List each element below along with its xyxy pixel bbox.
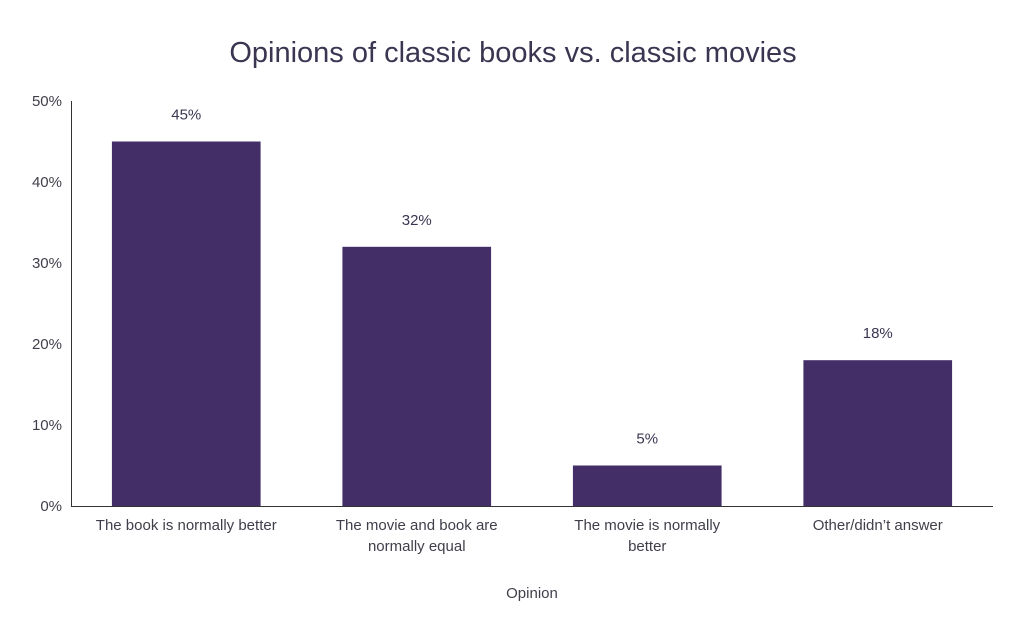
x-tick-label: The book is normally better	[96, 517, 277, 534]
y-tick-label: 40%	[32, 174, 62, 191]
y-tick-label: 30%	[32, 255, 62, 272]
x-tick-label: The movie and book are normally equal	[336, 517, 498, 555]
y-axis: 0% 10% 20% 30% 40% 50%	[32, 93, 72, 515]
x-axis-title: Opinion	[506, 585, 558, 602]
x-tick-label: The movie is normally better	[574, 517, 720, 555]
bars	[111, 141, 953, 507]
y-tick-label: 20%	[32, 336, 62, 353]
y-tick-label: 10%	[32, 417, 62, 434]
bar	[111, 141, 261, 506]
y-tick-label: 50%	[32, 93, 62, 110]
data-label: 5%	[636, 431, 658, 448]
data-label: 45%	[171, 107, 201, 124]
bar	[803, 360, 953, 506]
x-axis: The book is normally better The movie and…	[71, 506, 993, 555]
x-tick-label: Other/didn’t answer	[813, 517, 943, 534]
bar	[342, 246, 492, 507]
data-label: 18%	[863, 325, 893, 342]
chart-title: Opinions of classic books vs. classic mo…	[229, 37, 796, 69]
data-label: 32%	[402, 212, 432, 229]
data-labels: 45% 32% 5% 18%	[171, 107, 893, 448]
y-tick-label: 0%	[40, 498, 62, 515]
bar	[572, 465, 722, 506]
